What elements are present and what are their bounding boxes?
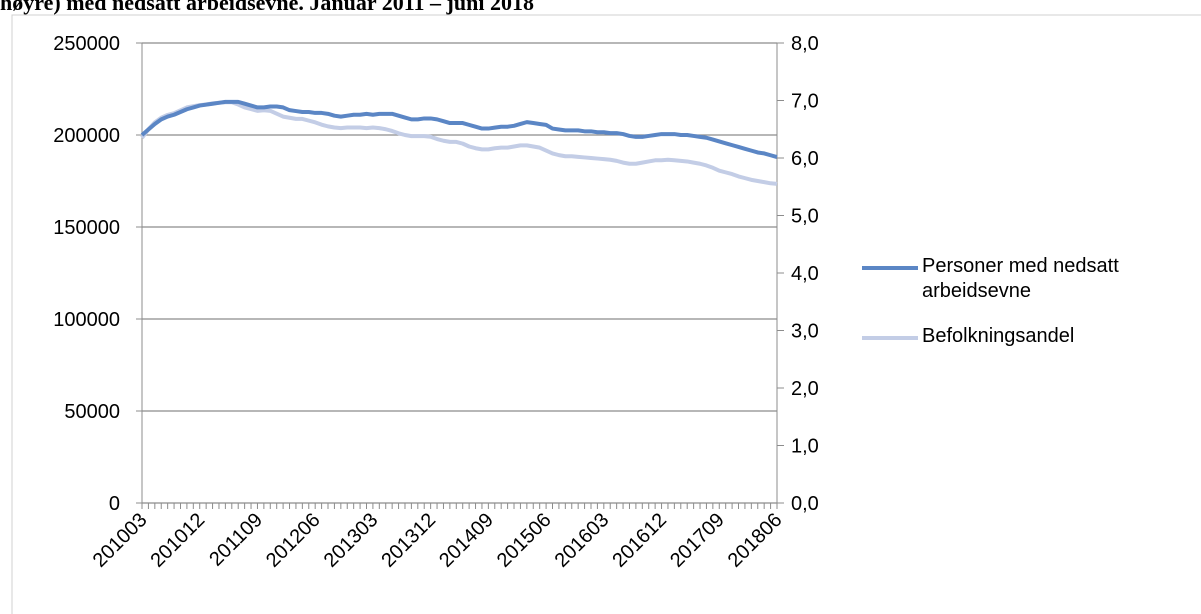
y2-tick-label: 7,0 (791, 91, 819, 113)
x-tick-label: 201003 (89, 509, 152, 572)
x-tick-label: 201806 (724, 509, 787, 572)
x-tick-label: 201303 (320, 509, 383, 572)
x-tick-label: 201109 (205, 509, 267, 571)
y-tick-label: 50000 (64, 401, 120, 423)
series-line (140, 99, 778, 160)
chart-border (11, 14, 1201, 614)
x-tick-label: 201603 (551, 509, 614, 572)
legend-label: Befolkningsandel (922, 325, 1075, 347)
y2-tick-label: 4,0 (791, 263, 819, 285)
y-tick-label: 0 (109, 493, 120, 515)
x-tick-label: 201506 (493, 509, 556, 572)
y2-tick-label: 8,0 (791, 33, 819, 55)
y2-tick-label: 0,0 (791, 493, 819, 515)
y2-tick-label: 5,0 (791, 206, 819, 228)
y-tick-label: 250000 (53, 33, 120, 55)
y-tick-label: 200000 (53, 125, 120, 147)
y-tick-label: 100000 (53, 309, 120, 331)
series-line (140, 100, 778, 186)
x-tick-label: 201409 (435, 509, 498, 572)
y2-tick-label: 2,0 (791, 378, 819, 400)
legend-label: Personer med nedsatt arbeidsevne (922, 255, 1119, 302)
x-tick-label: 201312 (377, 509, 440, 572)
y2-tick-label: 6,0 (791, 148, 819, 170)
chart-title: høyre) med nedsatt arbeidsevne. Januar 2… (0, 0, 534, 15)
x-tick-label: 201709 (666, 509, 729, 572)
x-tick-label: 201206 (262, 509, 325, 572)
y2-tick-label: 1,0 (791, 436, 819, 458)
x-tick-label: 201012 (147, 509, 210, 572)
y-tick-label: 150000 (53, 217, 120, 239)
x-tick-label: 201612 (608, 509, 671, 572)
y2-tick-label: 3,0 (791, 321, 819, 343)
